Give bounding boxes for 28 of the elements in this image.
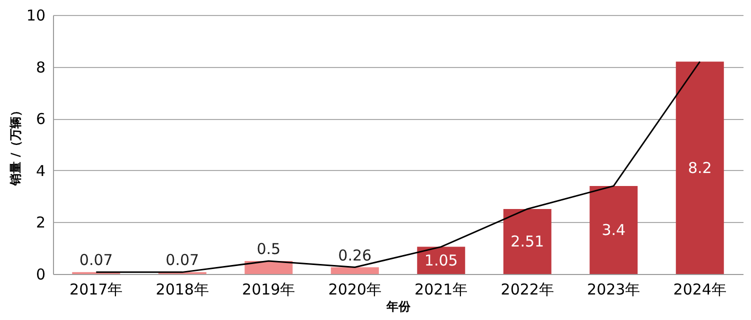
data-label: 1.05 (424, 251, 458, 270)
x-tick-label: 2024年 (673, 280, 726, 298)
data-label: 0.07 (79, 251, 113, 270)
x-tick-label: 2023年 (587, 280, 640, 298)
y-tick-label: 2 (36, 214, 46, 232)
bar (676, 62, 724, 274)
y-tick-label: 10 (26, 6, 46, 24)
bar (590, 186, 638, 274)
data-label: 3.4 (602, 220, 626, 239)
x-axis-title: 年份 (386, 300, 412, 314)
y-axis-title: 销量 /（万辆） (8, 104, 22, 186)
bar (503, 208, 552, 274)
data-label: 0.5 (256, 240, 281, 258)
x-tick-label: 2018年 (156, 280, 209, 298)
y-tick-label: 4 (36, 162, 46, 180)
x-tick-label: 2022年 (500, 280, 554, 298)
x-tick-label: 2017年 (70, 280, 123, 298)
y-tick-label: 6 (36, 110, 46, 128)
data-label: 8.2 (688, 158, 712, 177)
x-tick-label: 2019年 (242, 280, 296, 298)
data-label: 0.07 (166, 251, 200, 270)
bar (330, 267, 379, 274)
x-tick-label: 2020年 (328, 280, 382, 298)
y-tick-label: 8 (36, 58, 46, 76)
data-label: 2.51 (510, 232, 544, 250)
y-tick-label: 0 (36, 266, 46, 284)
data-label: 0.26 (338, 246, 372, 264)
x-tick-label: 2021年 (414, 280, 468, 298)
